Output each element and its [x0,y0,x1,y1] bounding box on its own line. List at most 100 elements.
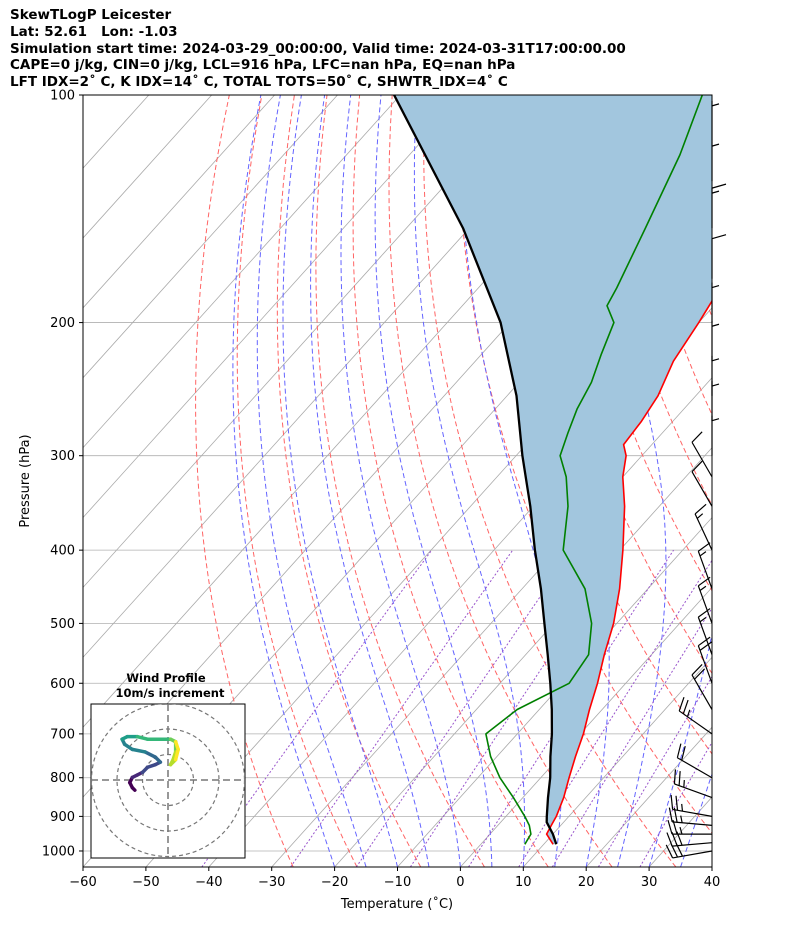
hodograph-segment [130,747,147,754]
isotherm [711,866,712,867]
moist-adiabat [374,95,493,867]
isotherm [83,95,464,519]
hodograph-subtitle: 10m/s increment [116,686,225,700]
isotherm [334,447,712,867]
wind-barb [711,321,720,362]
hodograph-segment [173,740,180,752]
wind-barb [711,282,720,323]
x-tick-label: −20 [321,875,348,890]
x-tick-label: 40 [704,875,721,890]
hodograph-segment [135,734,150,741]
hodograph-title: Wind Profile [126,671,206,685]
moist-adiabat [256,95,367,867]
dry-adiabat [352,95,549,867]
wind-barb [711,415,720,456]
y-tick-label: 700 [50,727,75,742]
wind-barb [711,381,720,422]
wind-barb [711,355,720,396]
y-tick-label: 800 [50,771,75,786]
x-tick-label: 30 [641,875,658,890]
parcel-line [393,95,558,845]
dry-adiabat [276,95,422,867]
dewpoint-line [485,95,704,845]
isotherm [523,656,712,867]
x-tick-label: −60 [69,875,96,890]
moist-adiabat [310,95,430,867]
isotherm [145,237,712,867]
y-tick-label: 400 [50,544,75,559]
cin-fill [394,95,712,845]
y-tick-label: 1000 [42,844,75,859]
header: SkewTLogP Leicester Lat: 52.61 Lon: -1.0… [10,7,626,91]
x-tick-label: 10 [515,875,532,890]
axes: −60 −50 −40 −30 −20 −10 0 10 20 30 40 100 200 300 400 5… [42,89,720,891]
moist-adiabat [232,95,336,867]
dry-adiabat [751,95,794,867]
moist-adiabat [680,772,712,867]
mixing-ratio-line [468,549,675,867]
profile-lines [393,95,712,845]
x-tick-label: 20 [578,875,595,890]
isotherm [83,95,527,589]
isotherm [397,516,712,867]
x-tick-label: 0 [456,875,464,890]
x-tick-label: −40 [195,875,222,890]
location-line: Lat: 52.61 Lon: -1.03 [10,23,178,40]
wind-barb [711,141,720,182]
dry-adiabat [718,95,794,867]
y-tick-label: 600 [50,677,75,692]
dry-adiabat [783,95,794,867]
mixing-ratio-line [639,741,712,867]
wind-barb [676,743,713,779]
mixing-ratio-line [597,675,712,867]
wind-barb [711,234,727,279]
x-tick-label: −50 [132,875,159,890]
moist-adiabat [711,865,712,867]
temperature-line [545,299,712,845]
wind-barb [691,460,713,507]
dry-adiabat [195,95,294,867]
wind-barb [697,542,713,590]
wind-barb [691,431,713,478]
times-line: Simulation start time: 2024-03-29_00:00:… [10,40,626,57]
y-axis-label: Pressure (hPa) [18,434,33,527]
mixing-ratio-line [518,559,712,867]
indices-line-1: CAPE=0 j/kg, CIN=0 j/kg, LCL=916 hPa, LF… [10,57,516,74]
y-tick-label: 500 [50,617,75,632]
moist-adiabat [340,95,461,867]
wind-barb [697,608,713,655]
isotherm [83,95,401,449]
dry-adiabat [587,95,712,507]
isotherm [83,95,212,239]
wind-barb [673,769,713,799]
x-axis-label: Temperature (˚C) [340,896,453,912]
isotherm [83,95,275,309]
wind-barbs [665,100,727,859]
wind-barb [694,503,713,551]
x-tick-label: −30 [258,875,285,890]
indices-line-2: LFT IDX=2˚ C, K IDX=14˚ C, TOTAL TOTS=50… [10,74,508,91]
y-tick-label: 100 [50,89,75,104]
dry-adiabat [388,95,613,867]
y-tick-label: 200 [50,316,75,331]
wind-barb [697,636,713,684]
y-tick-label: 900 [50,810,75,825]
isotherm [585,726,712,867]
dry-adiabat [236,95,358,867]
mixing-ratio-line [551,607,712,867]
hodograph-segment [143,750,157,759]
wind-barb [711,100,720,141]
chart-title: SkewTLogP Leicester [10,7,172,23]
wind-barb [670,794,713,817]
mixing-ratio-line [290,549,514,867]
y-tick-label: 300 [50,449,75,464]
hodograph-segment [173,747,180,762]
wind-barb [711,183,727,229]
cape-area [394,95,712,845]
x-tick-label: −10 [384,875,411,890]
moist-adiabat [282,95,398,867]
wind-barb [665,842,713,859]
isotherm [83,95,338,379]
